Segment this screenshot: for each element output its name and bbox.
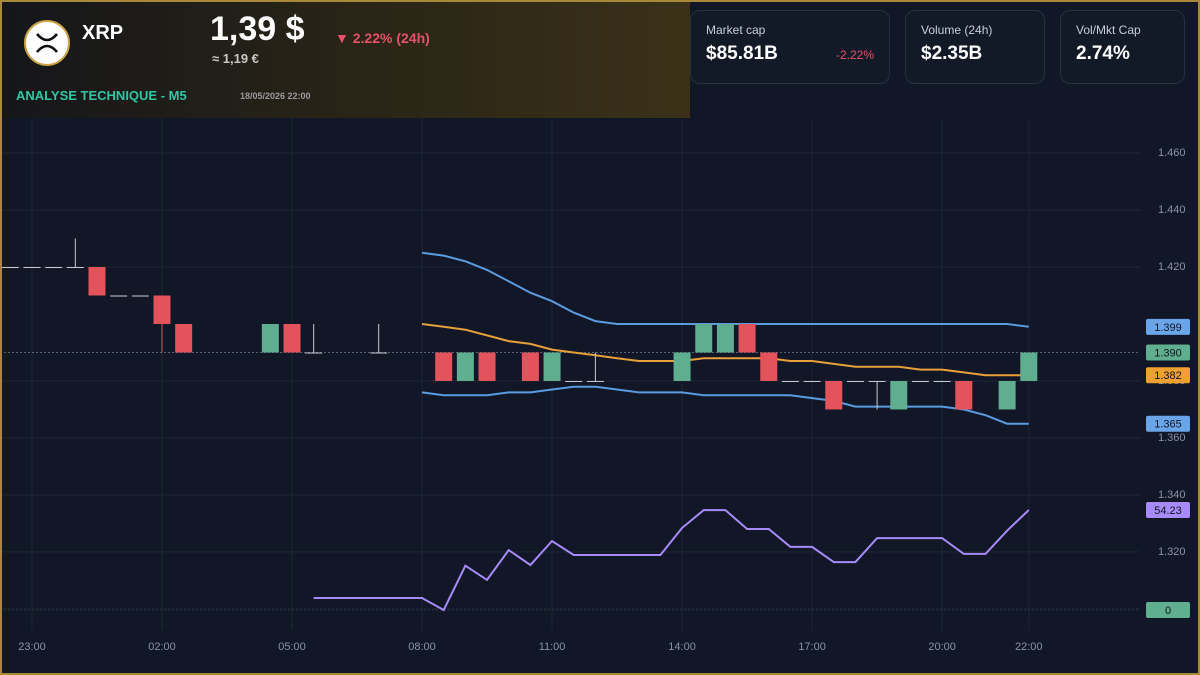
x-tick-label: 22:00 (1015, 641, 1043, 653)
candle-body (305, 352, 323, 354)
price-tag-label: 1.365 (1154, 419, 1182, 431)
candle-body (283, 323, 301, 353)
candle-body (890, 380, 908, 410)
candle-body (45, 267, 63, 269)
candle-body (478, 352, 496, 381)
candle-body (66, 267, 84, 269)
price-change: ▼ 2.22% (24h) (335, 30, 430, 46)
stat-change: -2.22% (835, 48, 874, 62)
header: XRP 1,39 $ ▼ 2.22% (24h) ≈ 1,19 € ANALYS… (0, 0, 690, 118)
stat-label: Volume (24h) (921, 23, 993, 37)
candle-body (1, 267, 19, 269)
x-tick-label: 23:00 (18, 641, 46, 653)
symbol: XRP (82, 22, 124, 44)
stat-label: Market cap (706, 23, 766, 37)
candle-body (760, 352, 778, 381)
candle-body (716, 323, 734, 353)
subtitle: ANALYSE TECHNIQUE - M5 (16, 88, 187, 103)
candle-body (1020, 352, 1038, 381)
logo-icon (36, 33, 58, 53)
stat-value: 2.74% (1076, 43, 1130, 64)
candle-body (370, 352, 388, 354)
x-tick-label: 14:00 (668, 641, 696, 653)
indicator-line (421, 385, 1029, 425)
x-tick-label: 02:00 (148, 641, 176, 653)
candle-body (825, 380, 843, 410)
candle-body (456, 352, 474, 381)
indicator-line (421, 323, 1029, 377)
candle-body (955, 380, 973, 410)
candle-body (565, 380, 583, 382)
stat-label: Vol/Mkt Cap (1076, 23, 1141, 37)
candle-body (803, 380, 821, 382)
candle-body (673, 352, 691, 381)
price-tag (1146, 318, 1190, 335)
stat-value: $2.35B (921, 43, 983, 64)
x-tick-label: 05:00 (278, 641, 306, 653)
x-tick-label: 08:00 (408, 641, 436, 653)
candle-body (521, 352, 539, 381)
candle-body (543, 352, 561, 381)
x-tick-label: 11:00 (539, 641, 566, 653)
candle-body (695, 323, 713, 353)
price: 1,39 $ (210, 10, 305, 48)
candle-body (23, 267, 41, 269)
y-tick-label: 1.320 (1158, 546, 1186, 558)
stat-card: Market cap $85.81B -2.22% (690, 10, 890, 84)
price-eur: ≈ 1,19 € (212, 51, 259, 66)
price-tag-label: 1.399 (1154, 322, 1182, 334)
y-tick-label: 1.440 (1158, 204, 1186, 216)
price-tag (1146, 415, 1190, 432)
candle-body (738, 323, 756, 353)
rsi-line (313, 509, 1030, 612)
candle-body (435, 352, 453, 381)
candle-body (175, 323, 193, 353)
stat-value: $85.81B (706, 43, 778, 64)
candle-body (911, 380, 929, 382)
y-tick-label: 1.340 (1158, 489, 1186, 501)
timestamp: 18/05/2026 22:00 (240, 91, 311, 101)
price-tag-label: 1.382 (1154, 370, 1182, 382)
candle-body (933, 380, 951, 382)
candle-body (846, 380, 864, 382)
price-tag-label: 1.390 (1154, 347, 1182, 359)
price-tag (1146, 344, 1190, 361)
x-tick-label: 17:00 (798, 641, 826, 653)
price-tag (1146, 367, 1190, 384)
candle-body (110, 295, 128, 297)
candle-body (998, 380, 1016, 410)
rsi-tag-label: 0 (1165, 605, 1171, 617)
x-tick-label: 20:00 (928, 641, 956, 653)
rsi-tag (1146, 602, 1190, 618)
candle-body (781, 380, 799, 382)
plot-bg (0, 118, 1200, 675)
y-tick-label: 1.420 (1158, 261, 1186, 273)
stat-card: Vol/Mkt Cap 2.74% (1060, 10, 1185, 84)
candle-body (153, 295, 171, 324)
candle-body (261, 323, 279, 353)
rsi-tag (1146, 501, 1190, 518)
y-tick-label: 1.460 (1158, 147, 1186, 159)
stat-card: Volume (24h) $2.35B (905, 10, 1045, 84)
candle-body (868, 380, 886, 382)
candle-body (131, 295, 149, 297)
candle-body (88, 267, 106, 296)
y-tick-label: 1.360 (1158, 432, 1186, 444)
candle-body (586, 380, 604, 382)
rsi-tag-label: 54.23 (1154, 505, 1182, 517)
logo (24, 20, 70, 66)
